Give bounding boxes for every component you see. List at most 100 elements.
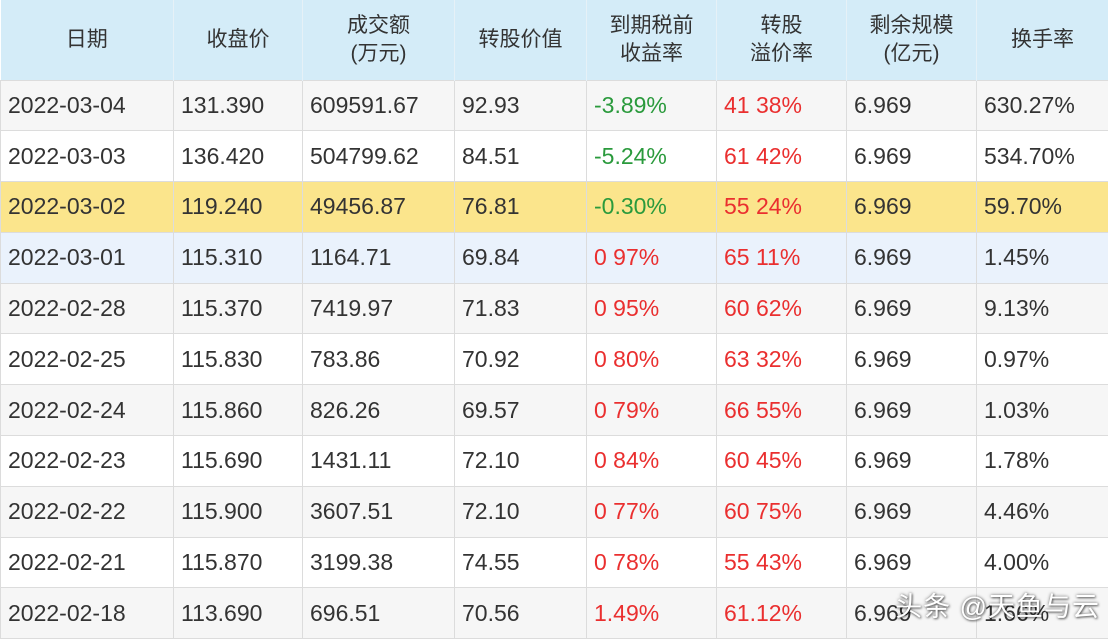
cell-remaining-size: 6.969: [847, 537, 977, 588]
cell-conversion-premium: 63 32%: [717, 334, 847, 385]
cell-date: 2022-02-21: [1, 537, 174, 588]
header-conversion-premium[interactable]: 转股 溢价率: [717, 0, 847, 80]
header-pretax-ytm[interactable]: 到期税前 收益率: [587, 0, 717, 80]
cell-close-price: 115.870: [174, 537, 303, 588]
cell-turnover-rate: 4.00%: [977, 537, 1108, 588]
cell-date: 2022-02-24: [1, 385, 174, 436]
cell-date: 2022-02-25: [1, 334, 174, 385]
header-turnover-rate[interactable]: 换手率: [977, 0, 1108, 80]
cell-close-price: 113.690: [174, 588, 303, 639]
cell-pretax-ytm: 0 84%: [587, 436, 717, 487]
cell-pretax-ytm: 0 97%: [587, 232, 717, 283]
cell-close-price: 115.690: [174, 436, 303, 487]
cell-pretax-ytm: -3.89%: [587, 80, 717, 131]
cell-turnover-amount: 504799.62: [303, 131, 455, 182]
cell-remaining-size: 6.969: [847, 486, 977, 537]
cell-pretax-ytm: 0 79%: [587, 385, 717, 436]
cell-turnover-rate: 1.03%: [977, 385, 1108, 436]
header-remaining-size[interactable]: 剩余规模 (亿元): [847, 0, 977, 80]
cell-remaining-size: 6.969: [847, 283, 977, 334]
table-header: 日期 收盘价 成交额 (万元) 转股价值 到期税前 收益率 转股 溢价率 剩余规…: [1, 0, 1108, 80]
cell-date: 2022-03-01: [1, 232, 174, 283]
cell-conversion-premium: 61 42%: [717, 131, 847, 182]
cell-turnover-amount: 3199.38: [303, 537, 455, 588]
cell-remaining-size: 6.969: [847, 182, 977, 233]
cell-conversion-value: 70.56: [455, 588, 587, 639]
cell-close-price: 115.310: [174, 232, 303, 283]
cell-remaining-size: 6.969: [847, 131, 977, 182]
cell-conversion-value: 71.83: [455, 283, 587, 334]
cell-close-price: 115.860: [174, 385, 303, 436]
cell-conversion-value: 72.10: [455, 436, 587, 487]
cell-turnover-amount: 696.51: [303, 588, 455, 639]
cell-conversion-premium: 60 75%: [717, 486, 847, 537]
cell-close-price: 115.830: [174, 334, 303, 385]
cell-conversion-value: 92.93: [455, 80, 587, 131]
cell-pretax-ytm: 0 95%: [587, 283, 717, 334]
cell-date: 2022-03-04: [1, 80, 174, 131]
cell-conversion-value: 72.10: [455, 486, 587, 537]
cell-date: 2022-02-23: [1, 436, 174, 487]
cell-turnover-rate: 1.45%: [977, 232, 1108, 283]
cell-turnover-amount: 7419.97: [303, 283, 455, 334]
cell-turnover-rate: 1.78%: [977, 436, 1108, 487]
header-close-price[interactable]: 收盘价: [174, 0, 303, 80]
cell-pretax-ytm: 1.49%: [587, 588, 717, 639]
cell-remaining-size: 6.969: [847, 436, 977, 487]
cell-turnover-rate: 630.27%: [977, 80, 1108, 131]
cell-conversion-premium: 60 62%: [717, 283, 847, 334]
cell-turnover-amount: 49456.87: [303, 182, 455, 233]
cell-date: 2022-02-22: [1, 486, 174, 537]
cell-date: 2022-03-02: [1, 182, 174, 233]
header-date[interactable]: 日期: [1, 0, 174, 80]
cell-close-price: 119.240: [174, 182, 303, 233]
cell-pretax-ytm: -0.30%: [587, 182, 717, 233]
cell-conversion-premium: 60 45%: [717, 436, 847, 487]
cell-conversion-value: 84.51: [455, 131, 587, 182]
cell-pretax-ytm: 0 77%: [587, 486, 717, 537]
cell-remaining-size: 6.969: [847, 80, 977, 131]
cell-turnover-rate: 0.97%: [977, 334, 1108, 385]
cell-date: 2022-03-03: [1, 131, 174, 182]
header-row: 日期 收盘价 成交额 (万元) 转股价值 到期税前 收益率 转股 溢价率 剩余规…: [1, 0, 1108, 80]
cell-conversion-value: 69.84: [455, 232, 587, 283]
cell-turnover-amount: 609591.67: [303, 80, 455, 131]
cell-remaining-size: 6.969: [847, 232, 977, 283]
cell-remaining-size: 6.969: [847, 385, 977, 436]
cell-pretax-ytm: 0 80%: [587, 334, 717, 385]
cell-conversion-value: 69.57: [455, 385, 587, 436]
cell-conversion-premium: 55 43%: [717, 537, 847, 588]
header-conversion-value[interactable]: 转股价值: [455, 0, 587, 80]
cell-conversion-premium: 65 11%: [717, 232, 847, 283]
cell-turnover-amount: 783.86: [303, 334, 455, 385]
cell-pretax-ytm: 0 78%: [587, 537, 717, 588]
cell-pretax-ytm: -5.24%: [587, 131, 717, 182]
cell-close-price: 115.900: [174, 486, 303, 537]
header-turnover-amount[interactable]: 成交额 (万元): [303, 0, 455, 80]
cell-turnover-amount: 826.26: [303, 385, 455, 436]
cell-conversion-value: 70.92: [455, 334, 587, 385]
cell-turnover-amount: 1431.11: [303, 436, 455, 487]
cell-close-price: 131.390: [174, 80, 303, 131]
cell-conversion-value: 74.55: [455, 537, 587, 588]
cell-conversion-premium: 55 24%: [717, 182, 847, 233]
cell-turnover-rate: 1.66%: [977, 588, 1108, 639]
cell-date: 2022-02-18: [1, 588, 174, 639]
cell-turnover-rate: 4.46%: [977, 486, 1108, 537]
cell-turnover-rate: 9.13%: [977, 283, 1108, 334]
cell-conversion-value: 76.81: [455, 182, 587, 233]
cell-remaining-size: 6.969: [847, 334, 977, 385]
